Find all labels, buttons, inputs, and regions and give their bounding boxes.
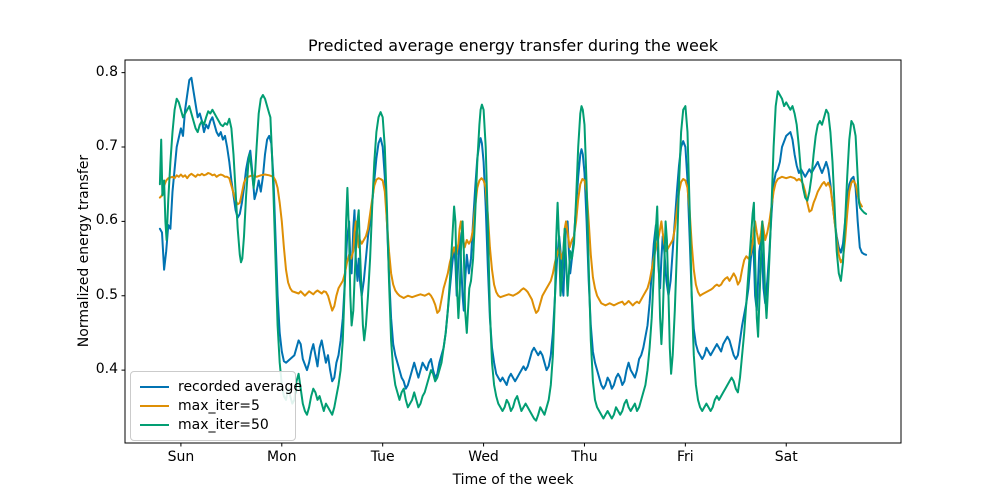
legend-entry-recorded-average: recorded average <box>140 378 302 397</box>
x-tick-label-thu: Thu <box>571 449 598 465</box>
legend: recorded average max_iter=5 max_iter=50 <box>130 371 302 441</box>
x-tick-label-sun: Sun <box>167 449 195 465</box>
axes-frame <box>124 59 902 444</box>
series-line-recorded-average <box>158 76 868 390</box>
legend-line-swatch <box>140 423 169 426</box>
series-line-max-iter-50 <box>158 90 868 422</box>
chart-title: Predicted average energy transfer during… <box>308 36 718 55</box>
x-tick-label-mon: Mon <box>267 449 297 465</box>
x-axis-label: Time of the week <box>452 472 574 488</box>
legend-entry-max-iter-5: max_iter=5 <box>140 397 287 416</box>
y-tick-label-0.7: 0.7 <box>95 138 118 154</box>
legend-entry-label: max_iter=5 <box>178 398 260 414</box>
y-tick-label-0.5: 0.5 <box>95 286 118 303</box>
x-tick-label-fri: Fri <box>677 449 694 465</box>
legend-entry-label: max_iter=50 <box>178 416 269 433</box>
legend-line-swatch <box>140 386 169 389</box>
y-tick-label-0.4: 0.4 <box>95 361 118 378</box>
legend-entry-max-iter-50: max_iter=50 <box>140 415 287 434</box>
legend-entry-label: recorded average <box>178 379 302 396</box>
x-tick-label-sat: Sat <box>774 449 798 465</box>
legend-line-swatch <box>140 405 169 407</box>
x-tick-label-tue: Tue <box>370 449 395 465</box>
y-tick-label-0.8: 0.8 <box>95 63 118 80</box>
x-tick-label-wed: Wed <box>468 449 499 465</box>
y-tick-label-0.6: 0.6 <box>95 212 118 229</box>
